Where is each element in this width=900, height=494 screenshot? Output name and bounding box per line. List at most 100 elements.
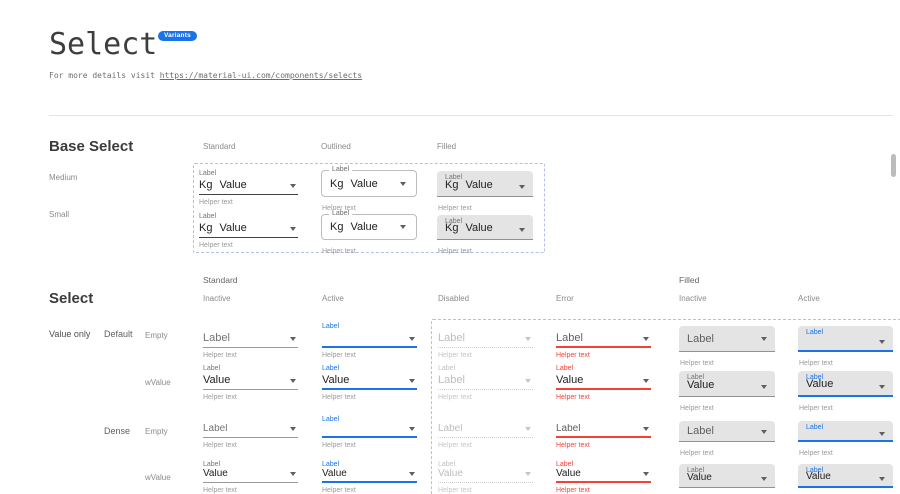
dropdown-arrow-icon: [879, 432, 885, 436]
select-grid-annotation-border: [431, 319, 900, 494]
helper-text: Helper text: [438, 248, 472, 255]
select-value: Value: [322, 469, 347, 479]
select-dense-active-empty[interactable]: Label Helper text: [322, 415, 417, 449]
helper-text: Helper text: [556, 394, 590, 401]
select-label: Label: [687, 467, 705, 474]
base-select-annotation-border: [193, 163, 545, 253]
dropdown-arrow-icon: [761, 385, 767, 389]
filled-box: Label: [798, 326, 893, 352]
select-value: Value: [465, 179, 493, 191]
dropdown-arrow-icon: [643, 379, 649, 383]
docs-link[interactable]: https://material-ui.com/components/selec…: [159, 71, 363, 80]
select-placeholder: Label: [438, 424, 463, 434]
helper-text: Helper text: [556, 487, 590, 494]
select-value: Value: [219, 223, 247, 234]
group-header-standard: Standard: [203, 275, 238, 285]
dropdown-arrow-icon: [643, 337, 649, 341]
scrollbar-thumb[interactable]: [891, 154, 896, 177]
select-value: Value: [806, 378, 834, 390]
select-label: Label: [806, 424, 824, 431]
dropdown-arrow-icon: [525, 472, 531, 476]
select-input: Value: [322, 374, 417, 390]
column-header-filled-inactive: Inactive: [679, 294, 707, 303]
filled-box: Label: [679, 326, 775, 352]
select-standard-active-empty[interactable]: Label Helper text: [322, 322, 417, 359]
dropdown-arrow-icon: [761, 430, 767, 434]
column-header-disabled: Disabled: [438, 294, 470, 303]
select-placeholder: Label: [556, 333, 583, 344]
filled-box: Label Value: [798, 464, 893, 488]
select-input: Kg Value: [322, 215, 416, 239]
select-standard-inactive-wvalue[interactable]: Label Value Helper text: [203, 364, 298, 401]
dropdown-arrow-icon: [400, 225, 406, 229]
dropdown-arrow-icon: [290, 184, 296, 188]
select-standard-error-wvalue[interactable]: Label Value Helper text: [556, 364, 651, 401]
subtitle-text: For more details visit: [49, 71, 155, 80]
helper-text: Helper text: [322, 248, 356, 255]
dropdown-arrow-icon: [409, 337, 415, 341]
select-placeholder: Label: [203, 333, 230, 344]
select-label: Label: [445, 218, 463, 225]
column-header-inactive: Inactive: [203, 294, 231, 303]
select-input: Kg Value: [199, 222, 298, 238]
select-label: Label: [806, 467, 824, 474]
helper-text: Helper text: [799, 360, 833, 367]
outlined-box: Label Kg Value: [321, 166, 417, 197]
select-label: Label: [438, 461, 456, 468]
select-standard-active-wvalue[interactable]: Label Value Helper text: [322, 364, 417, 401]
select-label: Label: [203, 365, 221, 372]
select-adornment: Kg: [199, 223, 213, 234]
select-label: Label: [322, 416, 340, 423]
subgroup-default: Default: [104, 329, 133, 339]
select-value: Label: [438, 375, 465, 386]
column-header-outlined: Outlined: [321, 142, 351, 151]
select-value: Value: [806, 471, 831, 482]
helper-text: Helper text: [322, 442, 356, 449]
base-select-heading: Base Select: [49, 138, 134, 155]
select-placeholder: Label: [556, 424, 581, 434]
select-dense-active-wvalue[interactable]: Label Value Helper text: [322, 460, 417, 494]
row-group-value-only: Value only: [49, 329, 91, 339]
select-standard-inactive-empty[interactable]: Label Helper text: [203, 322, 298, 359]
select-value: Value: [350, 221, 378, 233]
select-label: Label: [322, 323, 340, 330]
dropdown-arrow-icon: [409, 379, 415, 383]
page-title: Select: [49, 27, 158, 62]
helper-text: Helper text: [556, 442, 590, 449]
select-standard-error-empty[interactable]: Label Helper text: [556, 322, 651, 359]
dropdown-arrow-icon: [525, 337, 531, 341]
select-value: Value: [687, 379, 715, 391]
dropdown-arrow-icon: [879, 385, 885, 389]
select-placeholder: Label: [687, 425, 714, 437]
filled-box: Label Value: [679, 464, 775, 488]
base-standard-medium-select[interactable]: Label Kg Value Helper text: [199, 169, 298, 206]
dropdown-arrow-icon: [879, 477, 885, 481]
helper-text: Helper text: [680, 450, 714, 457]
select-adornment: Kg: [330, 221, 344, 233]
select-label: Label: [199, 170, 217, 177]
select-value: Value: [203, 469, 228, 479]
select-label: Label: [806, 374, 824, 381]
subtitle: For more details visit https://material-…: [49, 71, 362, 80]
helper-text: Helper text: [203, 442, 237, 449]
select-dense-error-wvalue[interactable]: Label Value Helper text: [556, 460, 651, 494]
base-standard-small-select[interactable]: Label Kg Value Helper text: [199, 212, 298, 249]
select-dense-inactive-wvalue[interactable]: Label Value Helper text: [203, 460, 298, 494]
select-dense-disabled-wvalue: Label Value Helper text: [438, 460, 533, 494]
row-header-small: Small: [49, 210, 70, 219]
label-spacer: [556, 322, 651, 332]
row-header-dense-wvalue: wValue: [145, 473, 171, 482]
select-placeholder: Label: [203, 424, 228, 434]
group-header-filled: Filled: [679, 275, 700, 285]
select-value: Value: [687, 472, 712, 483]
select-input: Label: [556, 332, 651, 348]
select-label: Label: [203, 461, 221, 468]
select-dense-error-empty[interactable]: Label Helper text: [556, 415, 651, 449]
select-dense-inactive-empty[interactable]: Label Helper text: [203, 415, 298, 449]
select-standard-disabled-empty: Label Helper text: [438, 322, 533, 359]
helper-text: Helper text: [322, 394, 356, 401]
select-input: [322, 332, 417, 348]
dropdown-arrow-icon: [409, 427, 415, 431]
select-value: Value: [203, 375, 231, 386]
